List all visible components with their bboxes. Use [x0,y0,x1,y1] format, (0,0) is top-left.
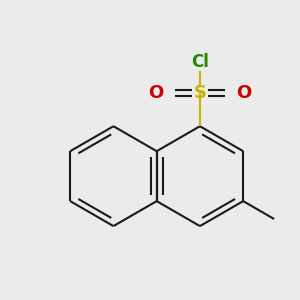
Text: O: O [148,84,164,102]
Text: S: S [194,84,206,102]
Text: Cl: Cl [191,53,209,71]
Text: O: O [236,84,251,102]
